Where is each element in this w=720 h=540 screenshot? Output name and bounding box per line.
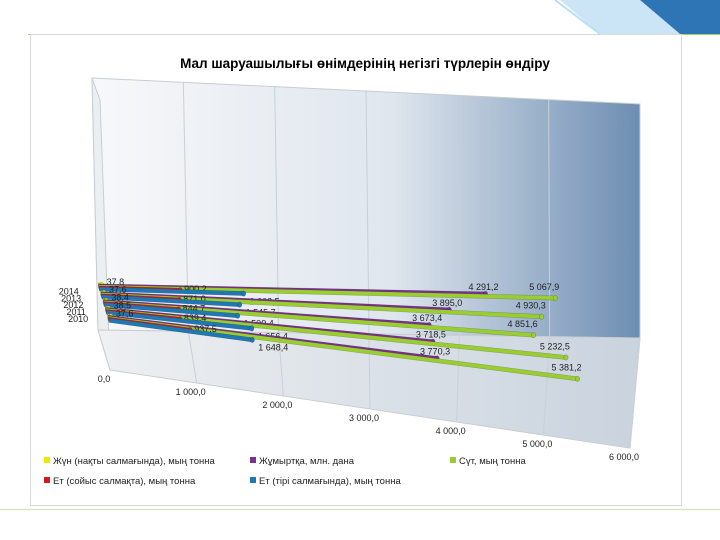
data-label: 38,5 (114, 301, 132, 311)
data-label: 4 930,3 (516, 301, 546, 311)
floor-gridline (542, 336, 551, 436)
bar-cap (241, 290, 247, 297)
bar-cap (563, 354, 569, 361)
floor-gridline (456, 335, 460, 423)
legend-label: Сүт, мың тонна (459, 456, 526, 467)
bar-cap (552, 295, 558, 301)
chart-title: Мал шаруашылығы өнімдерінің негізгі түрл… (180, 56, 550, 71)
floor-gridline (629, 337, 641, 449)
legend-swatch (44, 457, 50, 463)
legend-swatch (250, 477, 256, 483)
data-label: 38,4 (111, 293, 129, 303)
data-label: 4 291,2 (468, 282, 498, 292)
legend-swatch (44, 477, 50, 483)
data-label: 5 067,9 (529, 282, 559, 292)
legend-label: Ет (сойыс салмақта), мың тонна (53, 476, 196, 487)
data-label: 871,0 (183, 294, 206, 304)
legend-swatch (450, 457, 456, 463)
data-label: 37,6 (109, 285, 127, 295)
data-label: 3 718,5 (416, 330, 446, 340)
legend: Жүн (нақты салмағында), мың тонна Жұмыртқ… (44, 456, 526, 487)
x-tick-label: 0,0 (98, 374, 111, 384)
footer-rule (0, 509, 720, 510)
data-label: 900,2 (184, 284, 207, 294)
legend-label: Ет (тірі салмағында), мың тонна (259, 476, 401, 487)
x-tick-label: 5 000,0 (522, 439, 552, 449)
data-label: 3 673,4 (412, 313, 442, 323)
data-label: 37,6 (116, 308, 134, 318)
x-tick-label: 4 000,0 (436, 426, 466, 436)
bar-cap (249, 325, 255, 332)
data-label: 4 851,6 (508, 319, 538, 329)
category-label: 2012 (63, 300, 83, 310)
data-label: 1 648,4 (258, 343, 288, 353)
x-tick-label: 2 000,0 (262, 400, 292, 410)
data-label: 37,8 (107, 277, 125, 287)
floor-gridline (187, 331, 198, 384)
data-label: 937,5 (194, 324, 217, 334)
data-label: 3 770,3 (420, 346, 450, 356)
floor-gridline (278, 332, 284, 397)
bar-cap (575, 375, 580, 382)
x-tick-label: 6 000,0 (609, 452, 639, 462)
category-label: 2011 (66, 307, 85, 317)
floor-gridline (368, 333, 371, 410)
legend-label: Жұмыртқа, млн. дана (259, 456, 355, 467)
data-label: 839,4 (184, 313, 207, 323)
legend-swatch (250, 457, 256, 463)
bar-cap (249, 336, 255, 343)
category-label: 2014 (59, 287, 79, 297)
data-label: 844,7 (183, 303, 206, 313)
bar-cap (235, 312, 241, 319)
bar-cap (531, 332, 537, 339)
data-label: 3 895,0 (432, 298, 462, 308)
category-label: 2010 (68, 314, 88, 324)
bar-cap (539, 313, 545, 320)
category-label: 2013 (61, 293, 81, 303)
data-label: 5 232,5 (540, 341, 570, 351)
x-tick-label: 3 000,0 (349, 413, 379, 423)
legend-label: Жүн (нақты салмағында), мың тонна (53, 456, 216, 467)
bar-cap (237, 301, 243, 308)
x-tick-label: 1 000,0 (176, 387, 206, 397)
plot-area: 0,0 1 000,0 2 000,0 3 000,0 4 000,0 5 000,0 6 … (59, 77, 641, 462)
data-label: 5 381,2 (551, 363, 581, 373)
